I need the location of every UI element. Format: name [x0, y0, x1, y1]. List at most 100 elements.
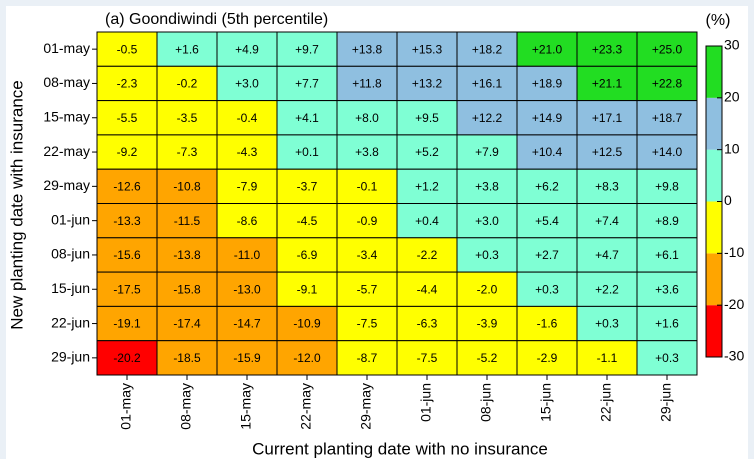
colorbar-segment: [706, 253, 722, 306]
cell-label: +8.3: [595, 180, 619, 194]
heatmap-cell: [636, 134, 698, 170]
heatmap-cell: [396, 203, 458, 239]
heatmap-cell: [156, 65, 218, 102]
y-tick-label: 29-jun: [51, 349, 90, 365]
cell-label: +3.0: [235, 77, 259, 91]
heatmap-cell: [636, 271, 698, 307]
cell-label: +0.4: [415, 214, 439, 228]
heatmap-cell: [156, 237, 218, 273]
cell-label: -3.7: [297, 180, 318, 194]
colorbar-label: (%): [706, 12, 731, 29]
cell-label: +2.2: [595, 282, 619, 296]
heatmap-cell: [276, 168, 338, 204]
heatmap-cell: [516, 134, 578, 170]
cell-label: -4.5: [297, 214, 318, 228]
cell-label: +4.1: [295, 111, 319, 125]
x-tick-label: 22-may: [298, 383, 314, 430]
cell-label: -8.7: [357, 351, 378, 365]
cell-label: +17.1: [592, 111, 623, 125]
heatmap-cell: [96, 100, 158, 136]
x-axis-label: Current planting date with no insurance: [252, 439, 548, 458]
heatmap-cell: [636, 100, 698, 136]
heatmap-cell: [336, 65, 398, 102]
cell-label: +0.3: [535, 282, 559, 296]
cell-label: -13.3: [113, 214, 141, 228]
cell-label: +9.5: [415, 111, 439, 125]
cell-label: +5.2: [415, 145, 439, 159]
cell-label: -15.6: [113, 248, 141, 262]
cell-label: +4.9: [235, 42, 259, 56]
cell-label: +8.0: [355, 111, 379, 125]
cell-label: -4.4: [417, 282, 438, 296]
cell-label: -0.9: [357, 214, 378, 228]
heatmap-cell: [336, 168, 398, 204]
cell-label: +4.7: [595, 248, 619, 262]
heatmap-cell: [276, 203, 338, 239]
cell-label: +8.9: [655, 214, 679, 228]
heatmap-cell: [576, 271, 638, 307]
cell-label: -2.0: [477, 282, 498, 296]
heatmap-cell: [336, 305, 398, 342]
cell-label: +14.0: [652, 145, 683, 159]
heatmap-cell: [216, 100, 278, 136]
heatmap-cell: [396, 100, 458, 136]
cell-label: +21.1: [592, 77, 623, 91]
heatmap-cell: [636, 340, 698, 376]
cell-label: -9.1: [297, 282, 318, 296]
heatmap-cell: [576, 305, 638, 342]
cell-label: +18.7: [652, 111, 683, 125]
heatmap-cell: [336, 203, 398, 239]
heatmap-cell: [216, 65, 278, 102]
cell-label: +14.9: [532, 111, 563, 125]
colorbar-segment: [706, 201, 722, 254]
heatmap-cell: [276, 65, 338, 102]
cell-label: -2.9: [537, 351, 558, 365]
cell-label: +1.2: [415, 180, 439, 194]
heatmap-cell: [216, 168, 278, 204]
cell-label: +7.4: [595, 214, 619, 228]
y-tick-label: 22-may: [43, 143, 90, 159]
heatmap-cell: [636, 237, 698, 273]
cell-label: -5.7: [357, 282, 378, 296]
cell-label: -0.1: [357, 180, 378, 194]
cell-label: -10.8: [173, 180, 201, 194]
x-tick-label: 22-jun: [598, 383, 614, 422]
heatmap-cell: [456, 65, 518, 102]
y-tick-label: 15-may: [43, 108, 90, 124]
heatmap-cell: [636, 31, 698, 67]
cell-label: -17.5: [113, 282, 141, 296]
heatmap-cell: [156, 100, 218, 136]
cell-label: +25.0: [652, 42, 683, 56]
cell-label: +1.6: [175, 42, 199, 56]
cell-label: -6.9: [297, 248, 318, 262]
cell-label: -0.2: [177, 77, 198, 91]
colorbar-tick-label: 20: [724, 89, 740, 105]
heatmap-cell: [336, 100, 398, 136]
colorbar-segment: [706, 305, 722, 357]
colorbar-tick-label: -10: [724, 244, 744, 260]
cell-label: +1.6: [655, 317, 679, 331]
colorbar-segment: [706, 149, 722, 202]
heatmap-cell: [96, 203, 158, 239]
heatmap-cell: [576, 31, 638, 67]
cell-label: -7.5: [357, 317, 378, 331]
heatmap-cell: [576, 340, 638, 376]
heatmap-cell: [636, 168, 698, 204]
cell-label: -13.0: [233, 282, 261, 296]
cell-label: +0.3: [475, 248, 499, 262]
cell-label: +11.8: [352, 77, 382, 91]
y-tick-label: 15-jun: [51, 280, 90, 296]
cell-label: -2.3: [117, 77, 138, 91]
colorbar-tick-label: -20: [724, 296, 744, 312]
y-tick-label: 08-jun: [51, 246, 90, 262]
heatmap-cell: [396, 65, 458, 102]
heatmap-cell: [96, 168, 158, 204]
colorbar-tick-label: 0: [724, 192, 732, 208]
cell-label: +0.1: [295, 145, 319, 159]
x-tick-label: 01-may: [118, 383, 134, 430]
heatmap-cell: [216, 31, 278, 67]
heatmap-cell: [216, 340, 278, 376]
colorbar-tick-label: -30: [724, 348, 744, 364]
cell-label: +12.5: [592, 145, 623, 159]
cell-label: -11.0: [234, 248, 261, 262]
